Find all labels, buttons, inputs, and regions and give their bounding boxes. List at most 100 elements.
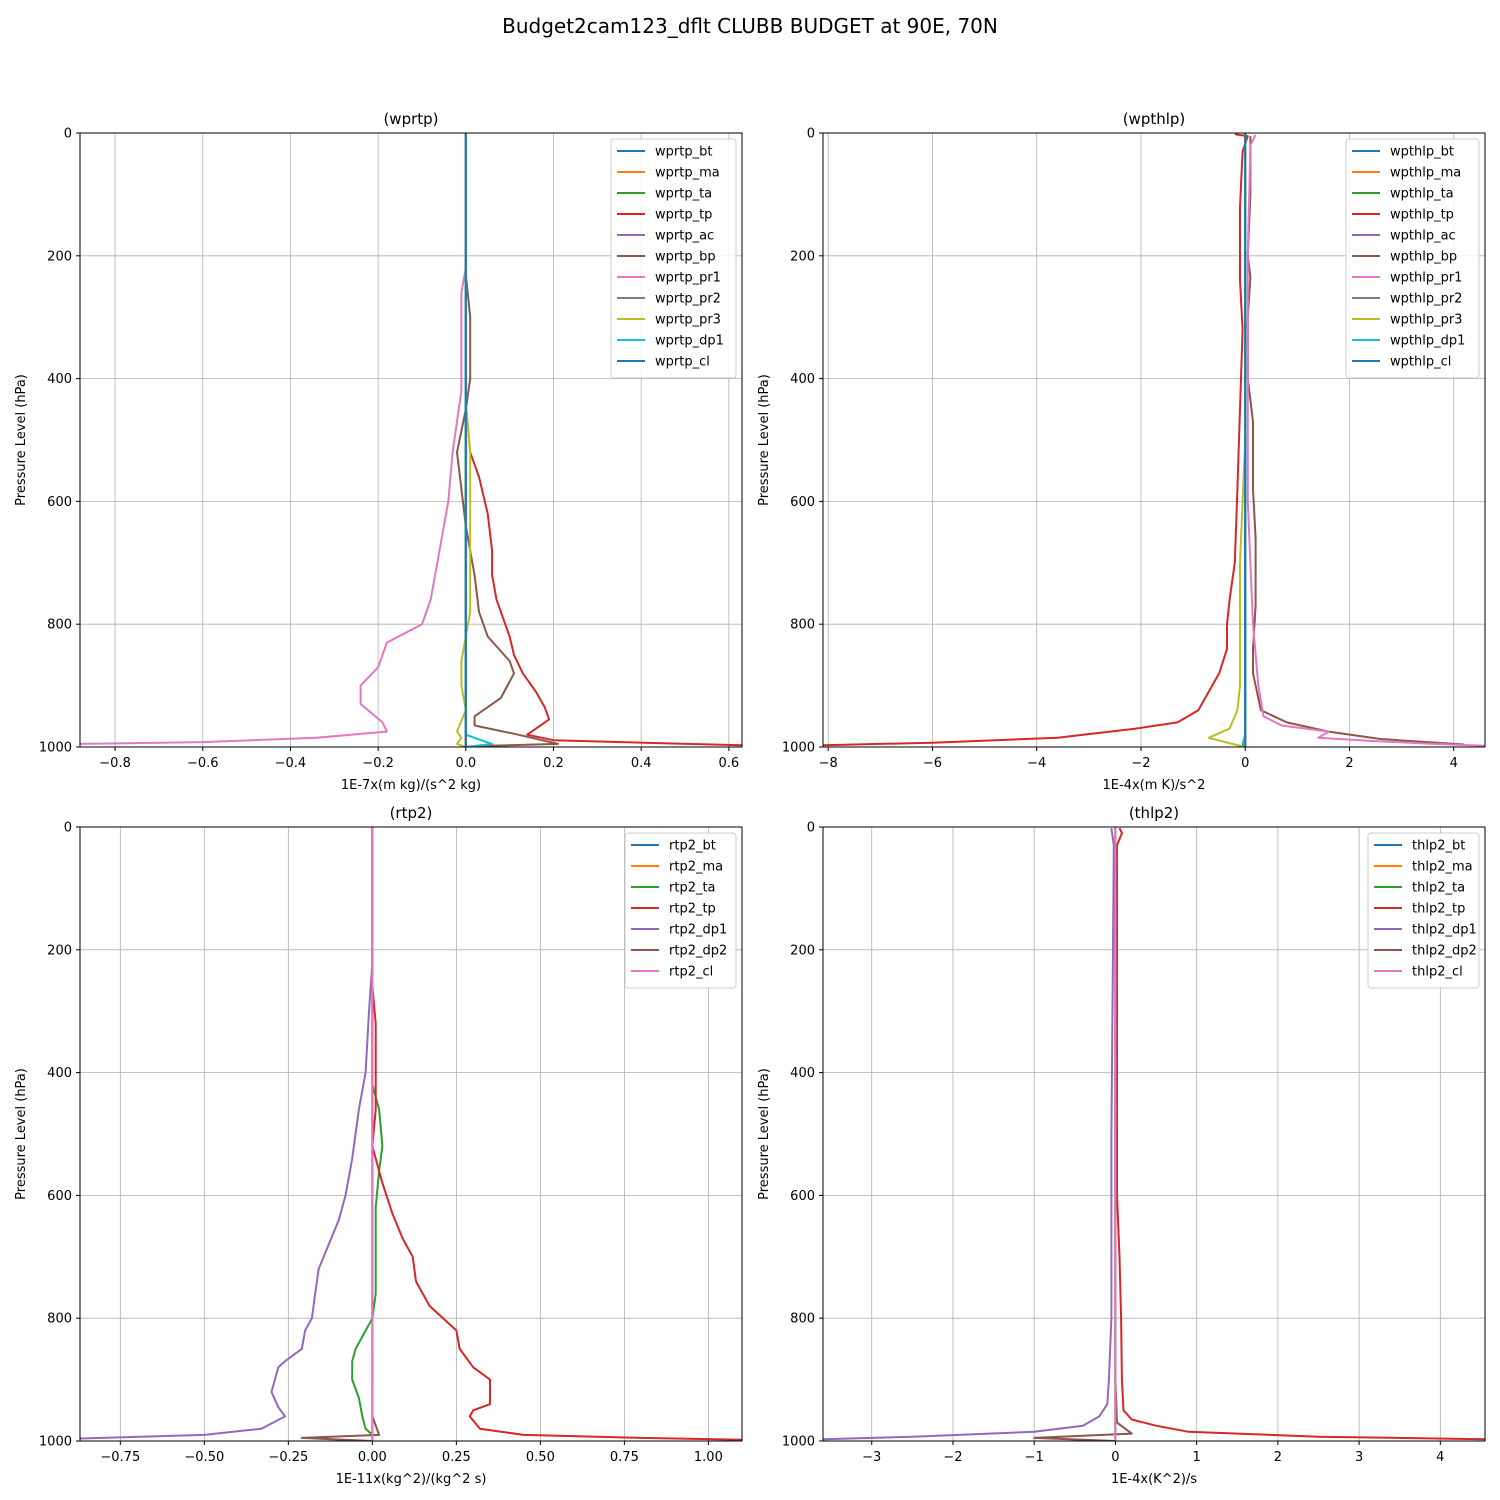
chart0-frame [79,132,743,748]
chart1-legend-label-wpthlp_cl: wpthlp_cl [1390,355,1451,370]
chart1-legend-label-wpthlp_ma: wpthlp_ma [1390,166,1461,181]
chart0-legend-label-wprtp_ma: wprtp_ma [655,166,720,181]
chart1-legend-label-wpthlp_tp: wpthlp_tp [1390,208,1454,223]
chart1-series-group [823,133,1485,747]
chart0-series-wprtp_pr3 [456,133,472,747]
chart0-series-wprtp_pr1 [80,133,467,745]
chart3-legend-label-thlp2_ma: thlp2_ma [1412,860,1473,875]
chart3-ytick-label: 0 [807,821,815,836]
chart2-xtick-label: 0.25 [442,1450,471,1465]
chart0-xlabel: 1E-7x(m kg)/(s^2 kg) [341,778,481,793]
chart1-ytick-label: 600 [790,495,815,510]
chart0-xtick-label: −0.4 [275,756,307,771]
chart3-xlabel: 1E-4x(K^2)/s [1111,1472,1197,1487]
chart3-panel: −3 −2 −1 0 1 2 3 4 0 200 400 600 800 1000 (thlp2) 1E-4x… [757,804,1486,1487]
chart0-legend-label-wprtp_tp: wprtp_tp [655,208,712,223]
chart0-legend-label-wprtp_cl: wprtp_cl [655,355,710,370]
chart1-series-wpthlp_pr3 [1207,133,1247,747]
figure-title: Budget2cam123_dflt CLUBB BUDGET at 90E, … [502,14,998,38]
chart2-panel: −0.75 −0.50 −0.25 0.00 0.25 0.50 0.75 1.00 0 200 4… [14,804,743,1487]
chart1-xtick-label: 4 [1450,756,1458,771]
chart3-series-thlp2_dp1 [823,828,1115,1441]
chart0-title: (wprtp) [383,110,438,128]
chart3-series-group [823,827,1485,1441]
chart2-ytick-label: 400 [47,1066,72,1081]
chart0-xtick-label: 0.6 [719,756,740,771]
chart0-ytick-label: 600 [47,495,72,510]
chart2-series-group [80,827,742,1441]
chart1-legend-label-wpthlp_ta: wpthlp_ta [1390,187,1454,202]
chart1-ytick-label: 200 [790,249,815,264]
chart3-xtick-label: 4 [1436,1450,1444,1465]
chart2-xtick-label: 0.00 [358,1450,387,1465]
chart2-series-rtp2_ta [351,827,384,1441]
chart3-ytick-label: 400 [790,1066,815,1081]
chart0-ytick-label: 200 [47,249,72,264]
chart3-xtick-label: 1 [1193,1450,1201,1465]
chart1-xtick-label: −8 [819,756,838,771]
chart1-xlabel: 1E-4x(m K)/s^2 [1103,778,1206,793]
chart2-series-rtp2_dp2 [300,827,381,1441]
chart1-xtick-label: −4 [1027,756,1046,771]
chart3-ytick-label: 1000 [782,1435,815,1450]
chart1-legend-label-wpthlp_pr3: wpthlp_pr3 [1390,313,1462,328]
chart0-ytick-label: 1000 [39,741,72,756]
chart3-legend-label-thlp2_tp: thlp2_tp [1412,902,1465,917]
chart1-legend-label-wpthlp_pr1: wpthlp_pr1 [1390,271,1462,286]
chart3-xtick-label: 0 [1111,1450,1119,1465]
chart2-title: (rtp2) [390,804,433,822]
chart2-legend-label-rtp2_ma: rtp2_ma [669,860,723,875]
chart3-legend-label-thlp2_bt: thlp2_bt [1412,839,1465,854]
chart0-xtick-label: 0.4 [631,756,652,771]
chart2-series-rtp2_dp1 [80,827,374,1440]
chart0-ytick-label: 400 [47,372,72,387]
chart3-ytick-label: 600 [790,1189,815,1204]
chart0-ytick-label: 0 [64,127,72,142]
chart3-legend-label-thlp2_ta: thlp2_ta [1412,881,1465,896]
chart2-legend-label-rtp2_cl: rtp2_cl [669,965,713,980]
chart3-series-thlp2_tp [1116,827,1485,1441]
chart2-ytick-label: 0 [64,821,72,836]
chart3-title: (thlp2) [1129,804,1179,822]
chart2-legend: rtp2_bt rtp2_ma rtp2_ta rtp2_tp rtp2_dp1 rtp2… [624,832,737,989]
chart0-ylabel: Pressure Level (hPa) [14,374,29,506]
chart0-xtick-label: −0.8 [99,756,131,771]
chart2-xtick-label: −0.25 [268,1450,308,1465]
chart3-legend-label-thlp2_dp2: thlp2_dp2 [1412,944,1477,959]
chart1-panel: −8 −6 −4 −2 0 2 4 0 200 400 600 800 1000 (wpthlp) 1E-4… [757,110,1486,793]
chart0-series-group [80,133,742,747]
chart1-title: (wpthlp) [1123,110,1186,128]
chart3-xtick-label: 2 [1274,1450,1282,1465]
chart0-legend-label-wprtp_dp1: wprtp_dp1 [655,334,724,349]
chart1-xtick-label: −2 [1131,756,1150,771]
chart0-legend: wprtp_bt wprtp_ma wprtp_ta wprtp_tp wprtp_ac… [610,138,737,379]
chart2-frame [79,826,743,1442]
chart2-ytick-label: 1000 [39,1435,72,1450]
chart0-xtick-label: 0.2 [543,756,564,771]
chart3-frame [822,826,1486,1442]
chart2-series-rtp2_tp [371,827,742,1441]
chart3-legend-label-thlp2_cl: thlp2_cl [1412,965,1463,980]
chart1-legend-label-wpthlp_dp1: wpthlp_dp1 [1390,334,1465,349]
chart3-legend: thlp2_bt thlp2_ma thlp2_ta thlp2_tp thlp2_dp… [1367,832,1480,989]
chart0-series-wprtp_bp [456,133,559,747]
chart1-ytick-label: 1000 [782,741,815,756]
chart2-legend-label-rtp2_ta: rtp2_ta [669,881,716,896]
chart3-ytick-label: 200 [790,943,815,958]
chart1-xtick-label: 0 [1241,756,1249,771]
chart2-ylabel: Pressure Level (hPa) [14,1068,29,1200]
chart0-xtick-label: −0.6 [187,756,219,771]
chart2-ytick-label: 600 [47,1189,72,1204]
chart2-legend-label-rtp2_bt: rtp2_bt [669,839,716,854]
chart0-legend-label-wprtp_pr1: wprtp_pr1 [655,271,721,286]
chart1-ylabel: Pressure Level (hPa) [757,374,772,506]
chart0-series-wprtp_tp [464,133,742,747]
chart1-legend-label-wpthlp_pr2: wpthlp_pr2 [1390,292,1462,307]
chart1-legend-label-wpthlp_bt: wpthlp_bt [1390,145,1454,160]
chart1-legend-label-wpthlp_ac: wpthlp_ac [1390,229,1456,244]
chart1-ytick-label: 0 [807,127,815,142]
chart1-xtick-label: 2 [1345,756,1353,771]
chart1-xtick-label: −6 [923,756,942,771]
chart1-frame [822,132,1486,748]
